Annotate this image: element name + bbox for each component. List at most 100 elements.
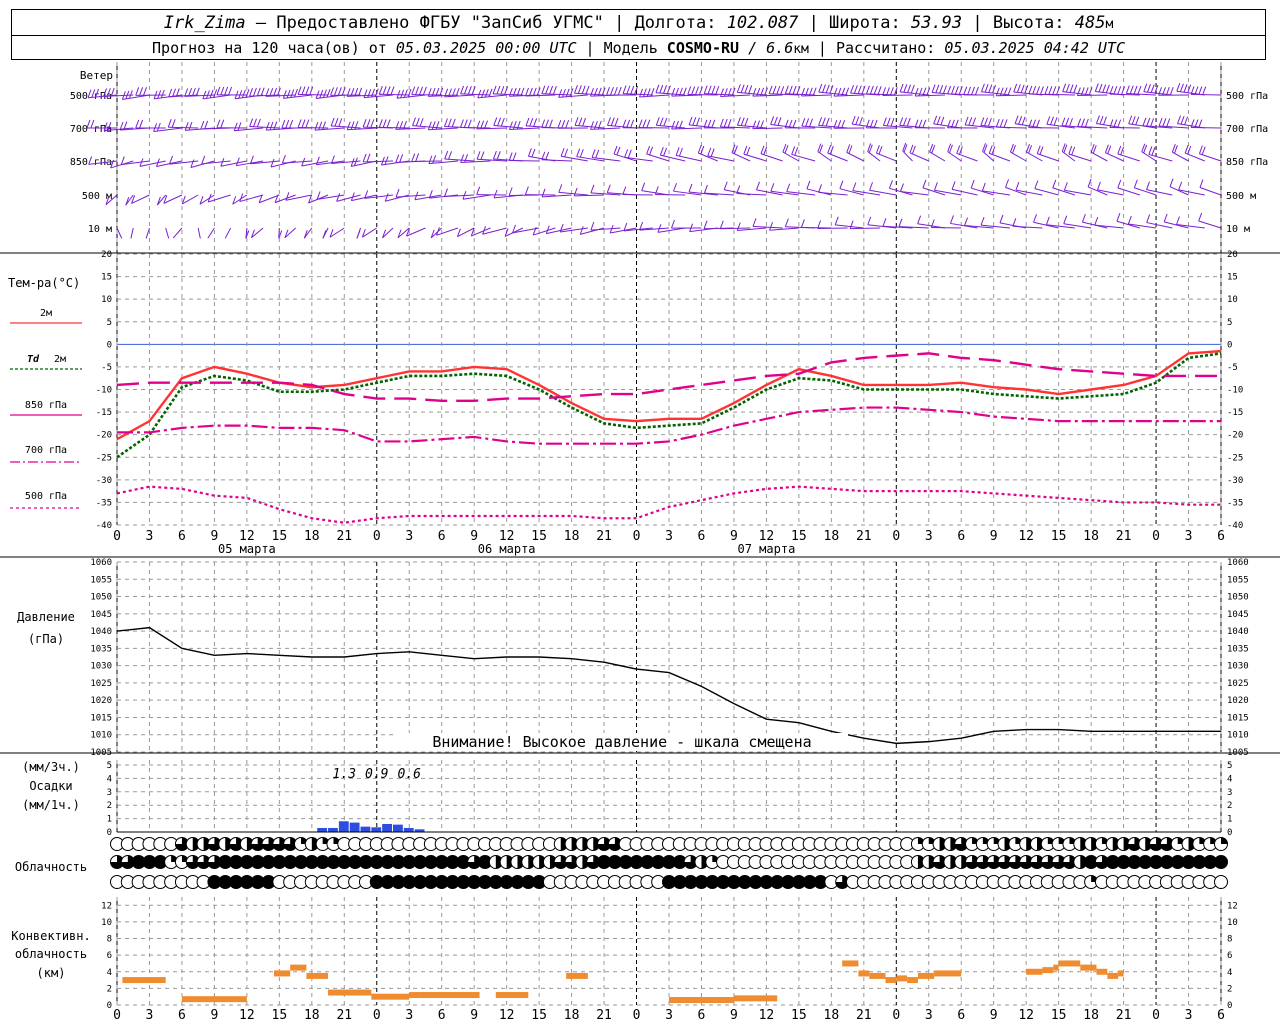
wind-barb-feather: [918, 119, 923, 128]
x-tick-conv: 6: [438, 1008, 446, 1023]
wind-barb-feather: [234, 90, 239, 99]
wind-barb-feather: [988, 145, 993, 154]
wind-barb-feather: [273, 121, 278, 130]
wind-barb-feather: [1117, 179, 1122, 189]
wind-barb-feather: [800, 219, 805, 228]
wind-barb-feather: [155, 158, 160, 167]
wind-barb-feather: [354, 87, 359, 97]
series-t700: [117, 406, 1221, 445]
wind-barb-feather: [1117, 145, 1122, 155]
conv-cloud-bar: [273, 970, 291, 977]
wind-barb-shaft: [201, 160, 231, 165]
wind-barb-feather: [1198, 119, 1203, 128]
wind-barb-feather: [516, 87, 521, 97]
wind-barb-feather: [756, 87, 761, 97]
x-tick-conv: 9: [730, 1008, 738, 1023]
wind-barb-feather: [595, 149, 600, 159]
wind-barb-feather: [482, 226, 487, 235]
cloud-cover-fill: [1095, 855, 1109, 869]
wind-barb-feather: [885, 87, 890, 96]
wind-barb-shaft: [533, 227, 556, 236]
wind-barb-feather: [1026, 143, 1030, 153]
wind-barb-shaft: [462, 194, 491, 200]
cloud-cover-fill: [207, 837, 221, 851]
wind-barb-shaft: [207, 227, 215, 239]
wind-barb-feather: [1148, 146, 1153, 155]
wind-level-label-right: 700 гПа: [1226, 124, 1268, 135]
wind-barb-feather: [786, 183, 791, 192]
wind-barb-feather: [675, 147, 680, 156]
wind-barb-feather: [1036, 86, 1041, 95]
wind-barb-feather: [968, 117, 973, 126]
wind-barb-feather: [878, 145, 883, 155]
wind-barb-feather: [1050, 116, 1054, 125]
wind-barb-feather: [1166, 118, 1171, 127]
cloud-cover-fill: [110, 855, 124, 869]
wind-barb-feather: [1125, 85, 1130, 94]
wind-barb-feather: [432, 155, 437, 164]
wind-barb-feather: [1163, 213, 1168, 223]
wind-barb-shaft: [688, 191, 718, 196]
wind-barb-feather: [784, 145, 789, 154]
wind-barb-feather: [655, 117, 660, 126]
wind-barb-shaft: [316, 160, 345, 166]
wind-barb-feather: [902, 117, 907, 126]
wind-barb-feather: [911, 145, 916, 155]
wind-barb-shaft: [131, 194, 150, 204]
wind-barb-feather: [999, 87, 1004, 96]
x-tick-conv: 12: [499, 1008, 515, 1023]
wind-barb-feather: [784, 218, 789, 227]
wind-barb-feather: [190, 159, 195, 168]
wind-barb-feather: [1113, 119, 1118, 128]
wind-barb-feather: [316, 191, 321, 200]
wind-barb-shaft: [818, 191, 848, 196]
wind-barb-feather: [1028, 119, 1033, 128]
x-tick-conv: 0: [633, 1008, 641, 1023]
wind-barb-feather: [290, 89, 295, 98]
x-tick-conv: 15: [531, 1008, 547, 1023]
wind-barb-feather: [922, 87, 927, 96]
wind-barb-feather: [488, 88, 493, 97]
wind-barb-shaft: [165, 227, 170, 239]
wind-barb-feather: [970, 179, 975, 189]
pressure-y-tick-right: 1060: [1227, 558, 1249, 568]
wind-barb-feather: [1184, 144, 1189, 154]
wind-barb-feather: [1121, 86, 1126, 95]
wind-barb-feather: [237, 122, 242, 131]
wind-barb-shaft: [1061, 151, 1076, 162]
wind-barb-shaft: [833, 94, 864, 97]
wind-barb-feather: [110, 87, 115, 97]
wind-barb-feather: [1045, 216, 1050, 225]
wind-barb-feather: [285, 192, 290, 201]
wind-barb-shaft: [1199, 187, 1222, 196]
wind-barb-feather: [557, 120, 562, 129]
x-tick-conv: 18: [304, 1008, 320, 1023]
wind-barb-feather: [818, 83, 823, 93]
wind-barb-feather: [760, 87, 765, 97]
wind-barb-feather: [525, 87, 529, 97]
conv-cloud-bar: [1118, 970, 1124, 977]
wind-level-label-right: 850 гПа: [1226, 157, 1268, 168]
wind-barb-feather: [330, 87, 335, 96]
wind-barb-feather: [951, 181, 956, 190]
wind-barb-shaft: [239, 194, 264, 203]
wind-barb-feather: [1068, 145, 1073, 155]
wind-barb-feather: [105, 196, 110, 205]
wind-barb-feather: [188, 121, 193, 131]
wind-barb-feather: [125, 196, 130, 206]
wind-barb-feather: [597, 120, 602, 130]
wind-barb-feather: [1143, 83, 1148, 92]
wind-barb-shaft: [1005, 186, 1027, 196]
wind-barb-feather: [167, 119, 172, 128]
wind-barb-feather: [1177, 115, 1181, 124]
wind-barb-feather: [926, 87, 931, 96]
wind-barb-feather: [366, 119, 371, 128]
wind-barb-shaft: [576, 156, 605, 162]
wind-barb-feather: [991, 146, 996, 155]
series-pressure: [116, 626, 1221, 745]
wind-barb-feather: [1073, 84, 1078, 94]
wind-barb-shaft: [1090, 151, 1108, 162]
cloud-cover-fill: [954, 837, 968, 851]
wind-barb-feather: [386, 119, 391, 128]
conv-cloud-bar: [917, 972, 935, 979]
